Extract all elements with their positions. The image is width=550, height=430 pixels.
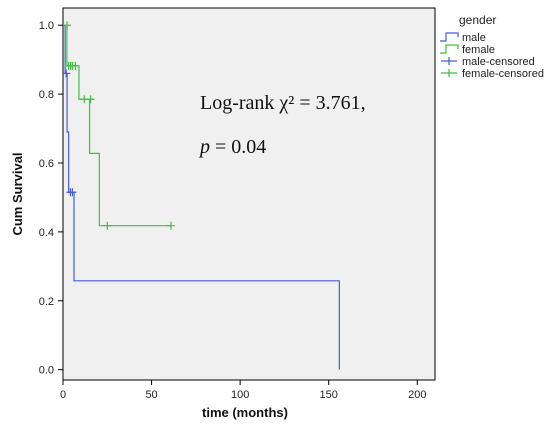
legend-swatch-step — [440, 32, 459, 42]
legend-swatch-censor — [441, 69, 457, 77]
x-tick-label: 50 — [145, 389, 157, 401]
y-tick-label: 0.0 — [39, 365, 54, 377]
x-tick-label: 200 — [408, 389, 426, 401]
censor-mark-female — [103, 221, 112, 230]
y-axis-title: Cum Survival — [10, 152, 25, 235]
annotation-logrank: Log-rank χ² = 3.761, — [200, 92, 366, 114]
censor-mark-male — [62, 69, 71, 78]
legend-title: gender — [459, 13, 496, 27]
series-layer — [62, 21, 340, 370]
annotation-p-value: = 0.04 — [215, 136, 266, 158]
legend: gender malefemalemale-censoredfemale-cen… — [440, 13, 544, 80]
censor-mark-female — [167, 221, 176, 230]
y-axis: 0.0 0.2 0.4 0.6 0.8 1.0 — [39, 20, 63, 377]
survival-curve-male — [63, 24, 340, 370]
plot-area — [62, 7, 436, 381]
x-axis-title: time (months) — [202, 405, 288, 420]
y-tick-label: 0.4 — [39, 227, 54, 239]
x-tick-label: 150 — [320, 389, 338, 401]
x-tick-label: 0 — [60, 389, 66, 401]
annotation-pvalue: p = 0.04 — [198, 136, 266, 158]
y-tick-label: 0.8 — [39, 89, 54, 101]
legend-entry-label: male-censored — [462, 56, 535, 68]
y-tick-label: 0.2 — [39, 296, 54, 308]
y-tick-label: 1.0 — [39, 20, 54, 32]
legend-entry-label: female — [462, 44, 495, 56]
legend-entry-label: female-censored — [462, 68, 544, 80]
legend-swatch-censor — [441, 57, 457, 65]
annotation-p-symbol: p — [198, 136, 210, 158]
censor-mark-female — [86, 95, 95, 104]
y-tick-label: 0.6 — [39, 158, 54, 170]
x-tick-label: 100 — [231, 389, 249, 401]
legend-swatch-step — [440, 44, 459, 54]
legend-entry-label: male — [462, 32, 486, 44]
censor-mark-female — [63, 21, 72, 30]
censor-mark-male — [68, 188, 77, 197]
x-axis: 0 50 100 150 200 — [60, 380, 426, 401]
censor-mark-female — [71, 61, 80, 70]
